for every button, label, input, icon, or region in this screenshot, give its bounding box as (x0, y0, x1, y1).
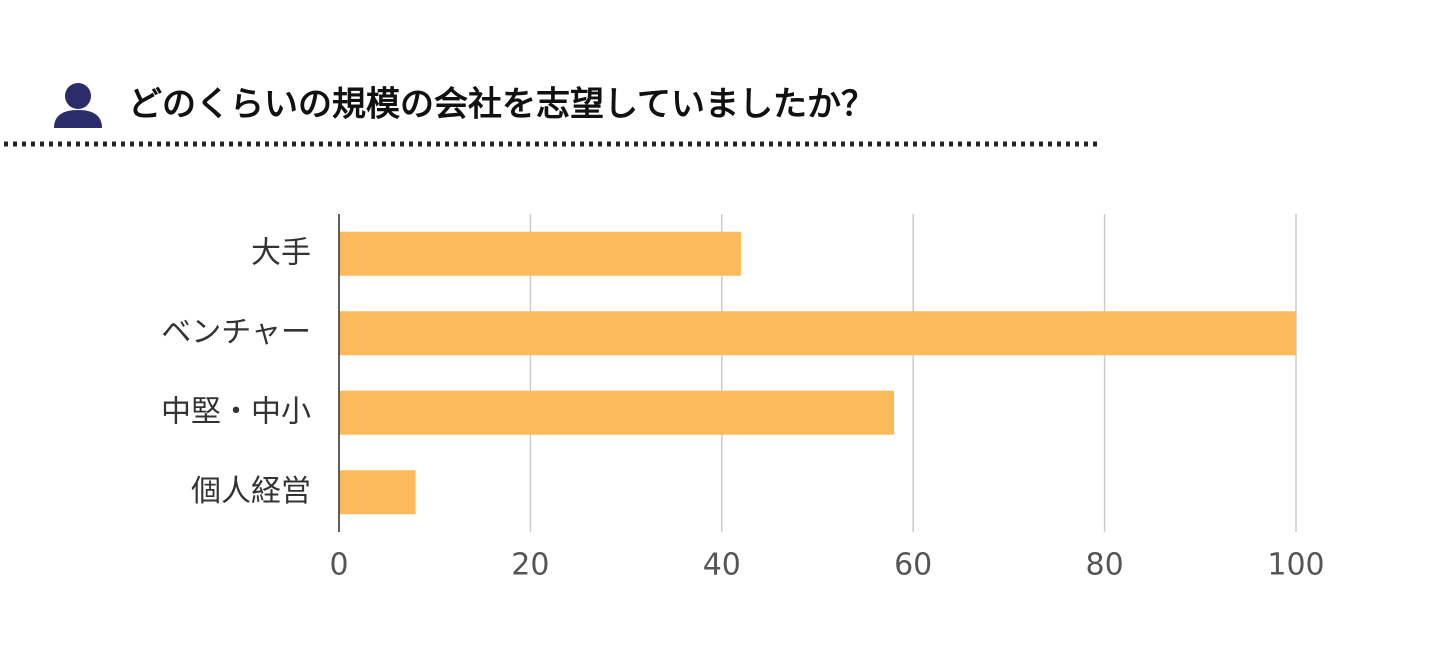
x-tick-label: 80 (1086, 548, 1124, 583)
y-tick-label: 個人経営 (191, 474, 311, 509)
x-tick-label: 60 (894, 548, 932, 583)
bar (339, 470, 416, 515)
x-tick-label: 0 (329, 548, 348, 583)
chart-title: どのくらいの規模の会社を志望していましたか？ (128, 85, 875, 125)
y-tick-label: 大手 (251, 235, 311, 270)
x-tick-label: 100 (1267, 548, 1324, 583)
y-tick-label: ベンチャー (161, 315, 311, 350)
bar (339, 311, 1296, 356)
y-tick-label: 中堅・中小 (161, 394, 311, 429)
x-tick-label: 40 (703, 548, 741, 583)
bar (339, 390, 895, 435)
x-tick-label: 20 (511, 548, 549, 583)
person-icon (54, 83, 102, 128)
bar (339, 231, 741, 276)
